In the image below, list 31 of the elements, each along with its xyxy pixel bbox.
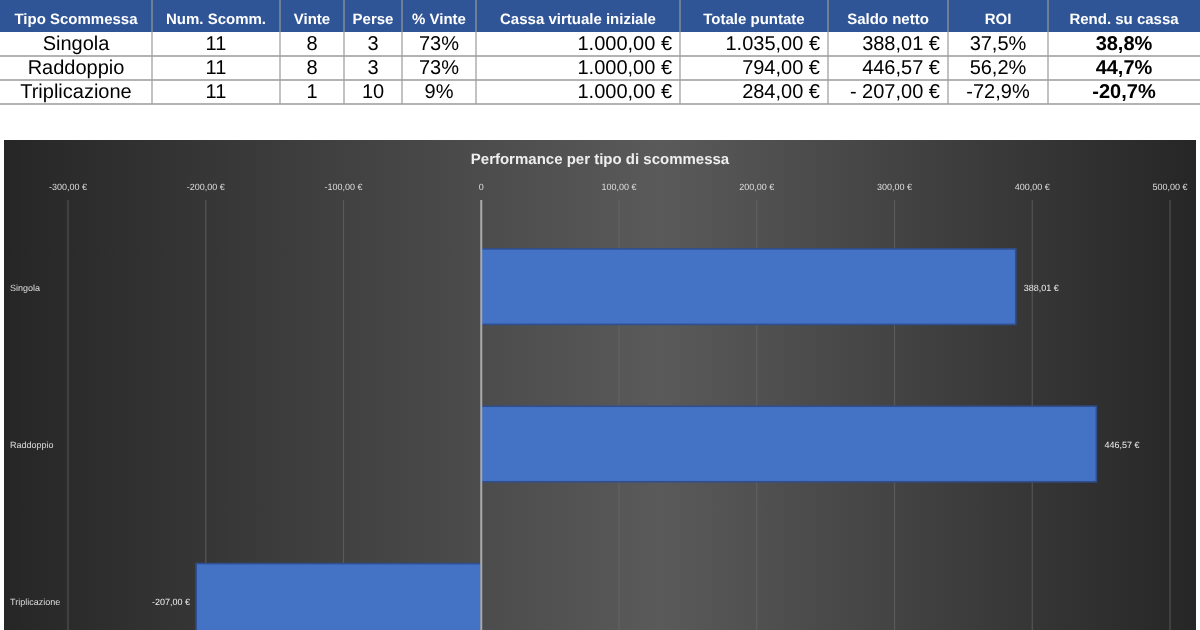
text: 11 — [205, 58, 227, 80]
text: - 207,00 € — [849, 82, 940, 104]
text: 388,01 € — [862, 34, 940, 56]
text: 11 — [205, 34, 227, 56]
text: 3 — [367, 34, 379, 56]
text: -20,7% — [1092, 82, 1156, 104]
text: 1.000,00 € — [577, 58, 672, 80]
text: 9% — [424, 82, 454, 104]
text: 1 — [306, 82, 318, 104]
bar — [480, 248, 1017, 326]
bar — [480, 405, 1098, 483]
text: 8 — [306, 34, 318, 56]
text: 44,7% — [1095, 58, 1153, 80]
text: 73% — [418, 34, 460, 56]
category-label: Raddoppio — [27, 58, 125, 80]
text: 38,8% — [1095, 34, 1153, 56]
text: 794,00 € — [742, 58, 820, 80]
text: 1.035,00 € — [725, 34, 820, 56]
text: 73% — [418, 58, 460, 80]
category-label: Singola — [42, 34, 110, 56]
text: 284,00 € — [742, 82, 820, 104]
text: 1.000,00 € — [577, 82, 672, 104]
text: 1.000,00 € — [577, 34, 672, 56]
text: 446,57 € — [862, 58, 940, 80]
text: 37,5% — [969, 34, 1027, 56]
text: 56,2% — [969, 58, 1027, 80]
text: 3 — [367, 58, 379, 80]
text: 10 — [361, 82, 385, 104]
text: -72,9% — [966, 82, 1030, 104]
text: 8 — [306, 58, 318, 80]
text: 11 — [205, 82, 227, 104]
